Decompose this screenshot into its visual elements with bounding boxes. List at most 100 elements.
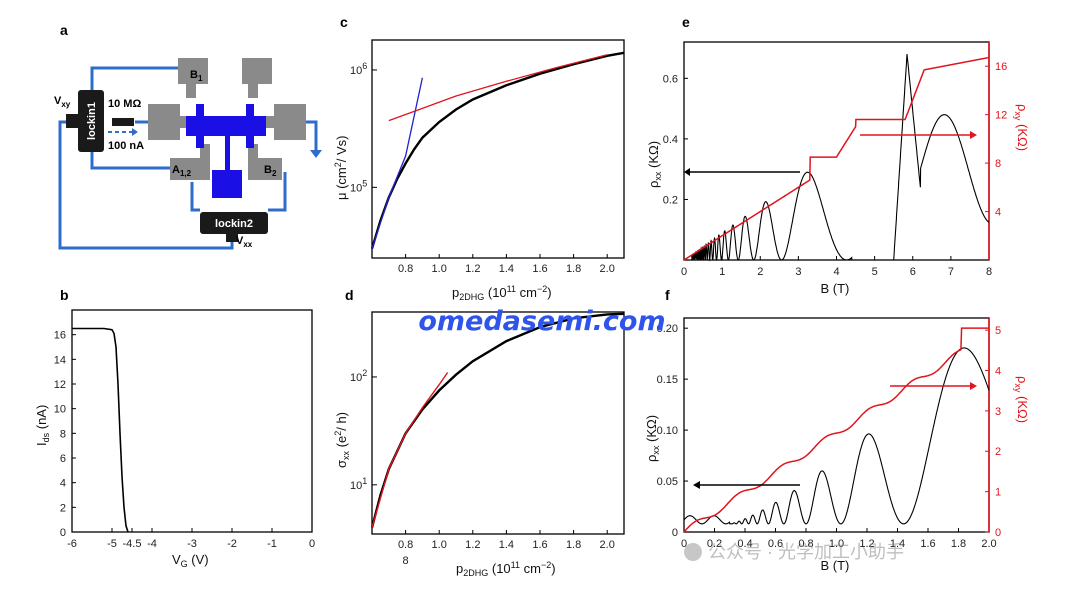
series-line-c-fit-high [388,54,608,122]
x-axis-label-c: p2DHG (1011 cm−2) [452,284,552,302]
y-tick-label-f: 0.15 [657,374,678,386]
arrow-right-head-f [970,382,977,390]
series-line-c-data [370,51,625,250]
y-axis-label-c: μ (cm2/ Vs) [333,135,349,200]
y2-axis-label-e: ρxy (KΩ) [1013,104,1030,151]
x-tick-label-b: -6 [67,538,77,550]
x-tick-label-e: 7 [948,266,954,278]
y-tick-label-c: 105 [350,178,367,194]
y-tick-label-b: 6 [60,453,66,465]
x-tick-label-f: 0.8 [798,538,813,550]
vxy-label: Vxy [54,95,71,109]
y-tick-label-f: 0.10 [657,425,678,437]
wire-a12 [90,152,170,170]
wire-b1 [90,66,190,90]
hall-arm-1 [196,104,204,118]
x-tick-label-e: 4 [833,266,839,278]
series-line-f-rho-xx [683,347,990,525]
hall-arm-4 [246,136,254,148]
x-tick-label-d: 1.2 [465,539,480,551]
contact-pads [148,58,306,180]
lockin2-label: lockin2 [215,218,253,230]
chart-f-quantum-hall-low-field: 0 0.2 0.4 0.6 0.8 1.0 1.2 1.4 1.6 1.8 2.000.050.10… [644,317,1030,573]
panel-label-f: f [665,287,670,303]
y-tick-label-e: 0.2 [663,194,678,206]
hall-arm-3 [196,136,204,148]
x-tick-label-e: 8 [986,266,992,278]
series-line-c-fit-low [371,77,424,249]
x-axis-label-f: B (T) [821,558,850,573]
pad-top-right [242,58,272,98]
b2-label: B2 [264,164,277,178]
vxx-label: Vxx [236,235,253,249]
pad-b2 [248,144,282,180]
series-line-b [72,327,129,533]
y-axis-label-f: ρxx (KΩ) [644,415,661,462]
x-tick-label-f: 1.4 [890,538,905,550]
arrow-left-head-e [684,168,690,176]
x-axis-label-e: B (T) [821,281,850,296]
y-tick-label-f: 0.20 [657,323,678,335]
wire-b2 [268,172,287,212]
series-line-d-data [370,312,625,529]
x-tick-label-c: 1.2 [465,263,480,275]
x-tick-label-f: 2.0 [981,538,996,550]
x-tick-label-d: 1.0 [432,539,447,551]
lockin1-box: lockin1 [66,90,104,152]
y2-axis-label-f: ρxy (KΩ) [1013,376,1030,423]
x-tick-label-e: 0 [681,266,687,278]
x-tick-label-c: 1.0 [432,263,447,275]
x-tick-label-e: 5 [872,266,878,278]
panel-label-e: e [682,14,690,30]
arrow-left-head-f [693,481,700,489]
x-tick-label-b: -5 [107,538,117,550]
y-tick-label-e: 0.6 [663,73,678,85]
pad-b1 [178,58,208,98]
plot-frame-b [71,309,313,533]
watermark-text: omedasemi.com [418,306,665,337]
current-label: 100 nA [108,140,144,152]
y2-tick-label-e: 8 [995,158,1001,170]
y-tick-label-d: 102 [350,368,367,384]
y2-tick-label-e: 12 [995,110,1007,122]
y-tick-label-b: 16 [54,330,66,342]
y-tick-label-e: 0.4 [663,134,678,146]
y-tick-label-f: 0 [672,527,678,539]
arrow-right-head-e [970,131,977,139]
hall-arm-2 [246,104,254,118]
hall-bar-device [186,104,266,198]
y-tick-label-b: 8 [60,428,66,440]
panel-label-c: c [340,14,348,30]
y-tick-label-b: 12 [54,379,66,391]
plot-frame-d [371,311,625,535]
x-tick-label-c: 1.8 [566,263,581,275]
plot-frame-c [371,39,625,259]
b1-label: B1 [190,69,203,83]
x-tick-label-d: 1.6 [532,539,547,551]
series-line-f-rho-xy [683,327,989,533]
x-axis-label-d: p2DHG (1011 cm−2) [456,560,556,578]
y-tick-label-b: 14 [54,354,66,366]
plot-frame-f [683,317,990,533]
pad-a12 [170,144,210,180]
x-tick-label-f: 1.6 [920,538,935,550]
wire-a12-lockin2 [190,182,200,212]
panel-a: a [54,22,322,250]
resistor [112,118,134,126]
y2-tick-label-f: 3 [995,406,1001,418]
y-axis-label-e: ρxx (KΩ) [646,141,663,188]
x-tick-label-c: 2.0 [600,263,615,275]
y-tick-label-b: 0 [60,527,66,539]
x-axis-label-b: VG (V) [172,552,209,569]
x-tick-label-d: 1.8 [566,539,581,551]
wechat-watermark: 公众号 · 光学加工小助手 [684,542,904,562]
y-tick-label-f: 0.05 [657,476,678,488]
lockin2-box: lockin2 [200,212,268,242]
pad-left [148,104,188,140]
panel-label-b: b [60,287,69,303]
x-tick-label-c: 1.4 [499,263,514,275]
y2-tick-label-f: 5 [995,325,1001,337]
a12-label: A1,2 [172,164,192,178]
